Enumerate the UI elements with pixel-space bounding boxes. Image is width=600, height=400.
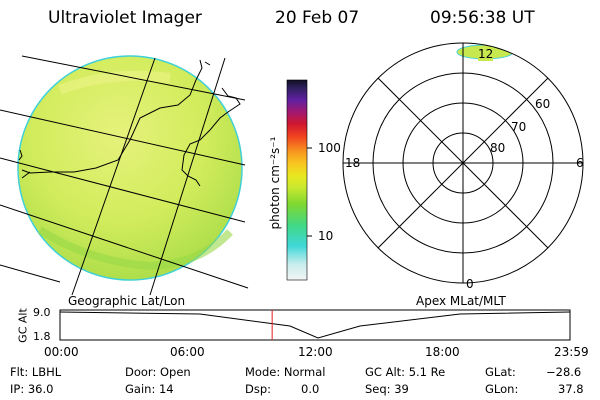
altitude-ylabel: GC Alt [16,308,30,343]
colorbar-tick-100: 100 [318,141,341,155]
altitude-plot [59,309,571,341]
time-tick-2359: 23:59 [554,345,589,359]
info-glon-value: 37.8 [558,382,584,396]
uv-image-disk [17,55,243,281]
apex-panel-label: Apex MLat/MLT [416,294,506,308]
info-gc-alt: GC Alt: 5.1 Re [365,365,446,379]
latitude-grid [0,55,249,289]
altitude-ymax: 9.0 [33,306,51,319]
time-tick-0600: 06:00 [170,345,205,359]
colorbar-unit-label: photon cm⁻²s⁻¹ [268,136,282,230]
info-gain: Gain: 14 [125,382,174,396]
info-flt: Flt: LBHL [10,365,62,379]
polar-plot [342,42,584,284]
time-tick-1200: 12:00 [298,345,333,359]
uv-image-panel [0,55,249,296]
mlat-label-60: 60 [535,97,551,111]
info-door: Door: Open [125,365,191,379]
info-glat-label: GLat: [485,365,516,379]
mlt-label-0: 0 [466,277,474,291]
mlat-label-80: 80 [490,141,506,155]
altitude-ymin: 1.8 [33,330,51,343]
info-glon-label: GLon: [485,382,519,396]
mlt-label-6: 6 [576,156,584,170]
mlt-label-18: 18 [345,156,361,170]
mlat-label-70: 70 [511,120,527,134]
geographic-panel-label: Geographic Lat/Lon [68,294,186,308]
info-glat-value: −28.6 [546,365,582,379]
longitude-grid [71,57,226,296]
colorbar-tick-10: 10 [318,229,334,243]
time-tick-1800: 18:00 [425,345,460,359]
info-dsp-label: Dsp: [245,382,272,396]
app-title: Ultraviolet Imager [48,8,202,28]
mlt-label-12: 12 [478,47,494,61]
info-seq: Seq: 39 [365,382,409,396]
header-date: 20 Feb 07 [275,8,360,28]
time-tick-0000: 00:00 [44,345,79,359]
altitude-curve [59,311,571,339]
coastline [21,59,241,187]
info-ip: IP: 36.0 [10,382,54,396]
color-bar [286,79,308,281]
header-time: 09:56:38 UT [430,8,535,28]
info-mode: Mode: Normal [245,365,326,379]
info-dsp-value: 0.0 [301,382,320,396]
